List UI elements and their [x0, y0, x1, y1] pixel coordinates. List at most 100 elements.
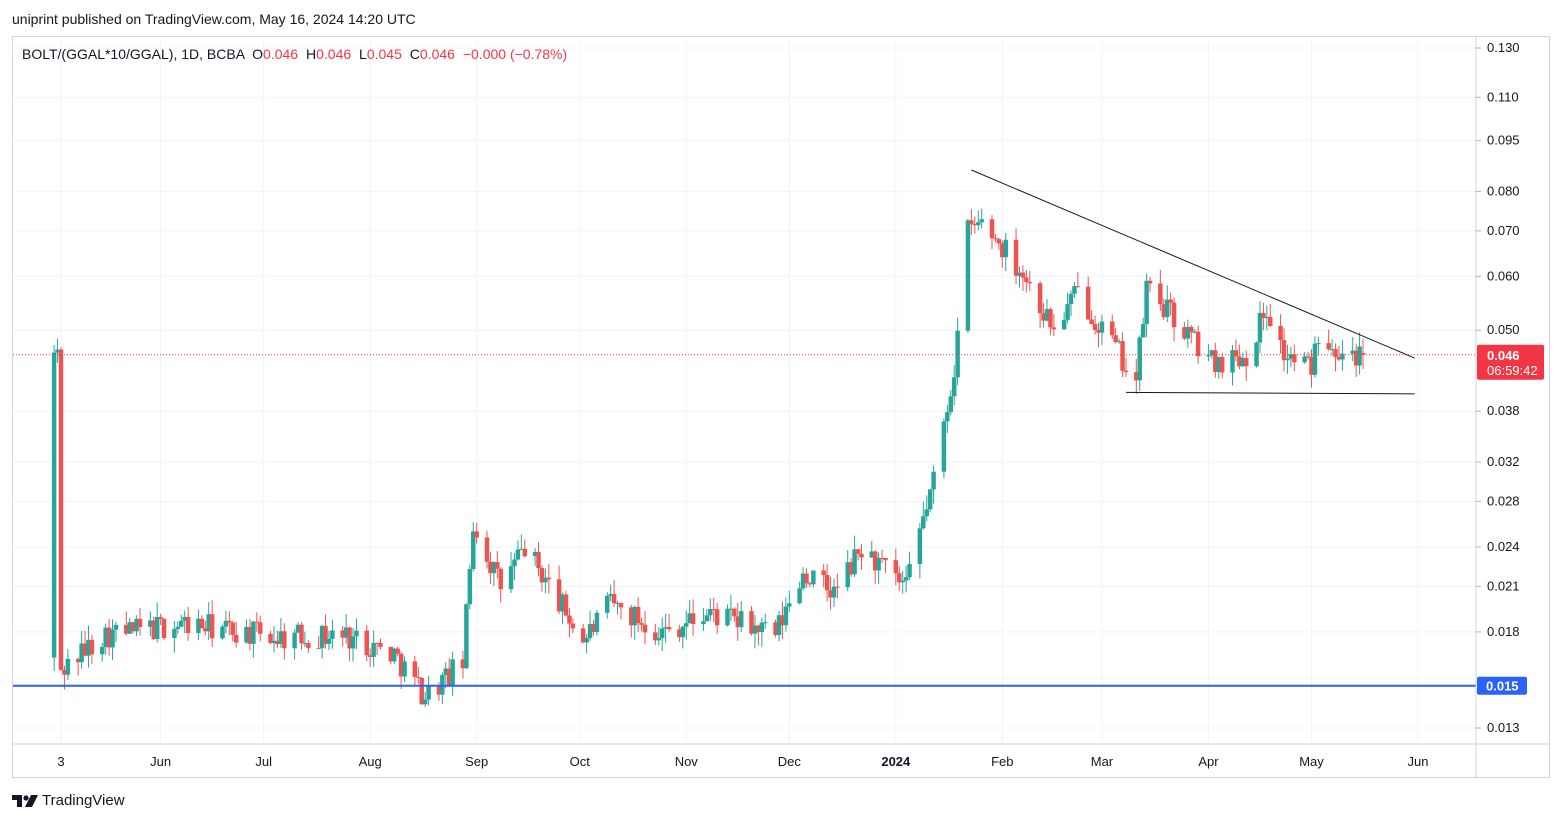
candle-body — [1216, 356, 1221, 373]
candle-body — [244, 626, 249, 643]
candle-body — [51, 352, 57, 658]
candle-body — [783, 606, 789, 626]
candle-body — [807, 583, 813, 585]
candle-body — [536, 552, 541, 569]
candle-body — [1333, 349, 1338, 357]
time-tick-label: Feb — [991, 754, 1013, 769]
candle-body — [282, 631, 287, 649]
candle-body — [1168, 299, 1173, 303]
symbol-name[interactable]: BOLT/(GGAL*10/GGAL), 1D, BCBA — [22, 46, 245, 62]
candle-body — [175, 626, 181, 630]
candle-body — [464, 604, 469, 669]
candle-body — [422, 699, 428, 705]
candle-body — [82, 643, 88, 656]
candle-body — [900, 580, 905, 583]
time-tick-label: Aug — [359, 754, 382, 769]
candle-body — [972, 224, 978, 226]
price-axis[interactable]: 0.130 0.110 0.095 0.080 0.070 0.060 0.050 0.038… — [1475, 37, 1520, 778]
low-value: 0.045 — [366, 46, 402, 62]
price-tick-label: 0.038 — [1487, 403, 1520, 418]
candle-body — [347, 627, 352, 649]
candle-body — [924, 509, 929, 517]
candle-body — [680, 626, 686, 638]
candle-body — [443, 668, 449, 675]
candle-body — [1075, 286, 1081, 288]
candle-body — [711, 608, 716, 610]
close-value: 0.046 — [419, 46, 455, 62]
candle-body — [1161, 304, 1167, 318]
candle-body — [859, 553, 864, 558]
change-value: −0.000 (−0.78%) — [462, 46, 568, 62]
candle-body — [1051, 327, 1057, 330]
candle-body — [831, 586, 837, 598]
candle-body — [969, 220, 974, 225]
candle-body — [55, 349, 60, 353]
candle-body — [584, 638, 589, 643]
candle-body — [471, 531, 476, 570]
candle-body — [714, 609, 720, 626]
time-tick-label: Jun — [150, 754, 171, 769]
candle-body — [1357, 346, 1362, 366]
candle-body — [1350, 350, 1355, 354]
candle-body — [1041, 313, 1046, 321]
candle-body — [1305, 356, 1311, 358]
candle-body — [1219, 356, 1225, 373]
candle-body — [1316, 343, 1321, 345]
candle-body — [58, 349, 64, 670]
candle-body — [354, 630, 359, 637]
candle-body — [62, 669, 67, 675]
candle-body — [1285, 358, 1290, 361]
candle-body — [223, 620, 229, 627]
candle-body — [275, 640, 280, 645]
candle-body — [532, 552, 538, 557]
candle-body — [780, 615, 785, 626]
candle-body — [1281, 340, 1287, 361]
candle-body — [340, 630, 345, 638]
candle-body — [979, 219, 984, 223]
candle-body — [690, 613, 696, 625]
candle-body — [1113, 335, 1118, 342]
tradingview-logo[interactable]: TradingView — [12, 792, 125, 809]
candle-body — [560, 594, 565, 612]
candle-body — [893, 560, 899, 574]
candle-body — [811, 570, 816, 585]
candle-body — [965, 220, 971, 331]
candle-body — [776, 615, 782, 636]
time-tick-label: Dec — [778, 754, 802, 769]
candle-body — [1037, 283, 1043, 314]
candle-body — [931, 471, 936, 490]
candle-body — [206, 614, 211, 632]
time-axis[interactable]: 3 Jun Jul Aug Sep Oct Nov Dec 2024 Feb Mar Apr May Ju… — [13, 743, 1549, 769]
price-tick-label: 0.021 — [1487, 578, 1520, 593]
candle-body — [1171, 302, 1177, 328]
candle-body — [897, 573, 902, 583]
time-tick-label: Sep — [465, 754, 488, 769]
bar-countdown: 06:59:42 — [1487, 363, 1538, 378]
candle-body — [725, 608, 730, 626]
candle-body — [1096, 330, 1101, 333]
candle-body — [845, 562, 850, 588]
candle-body — [1329, 349, 1335, 351]
candle-body — [1195, 331, 1201, 357]
candle-body — [1278, 326, 1283, 341]
candle-body — [398, 653, 404, 677]
candle-body — [1213, 350, 1218, 373]
chart-frame[interactable] — [12, 36, 1550, 778]
candle-body — [976, 222, 981, 226]
open-value: 0.046 — [263, 46, 299, 62]
candle-body — [653, 632, 658, 641]
candle-body — [1360, 352, 1366, 355]
candle-body — [883, 557, 888, 561]
candle-body — [182, 616, 187, 621]
candle-body — [154, 616, 160, 640]
candle-body — [326, 638, 332, 644]
candle-body — [1065, 304, 1070, 320]
candle-body — [233, 634, 239, 643]
published-by-caption: uniprint published on TradingView.com, M… — [12, 11, 416, 27]
close-label: C — [409, 46, 420, 62]
candle-body — [89, 639, 95, 655]
candle-body — [852, 549, 857, 575]
candle-body — [484, 537, 490, 562]
candle-body — [1068, 293, 1074, 305]
